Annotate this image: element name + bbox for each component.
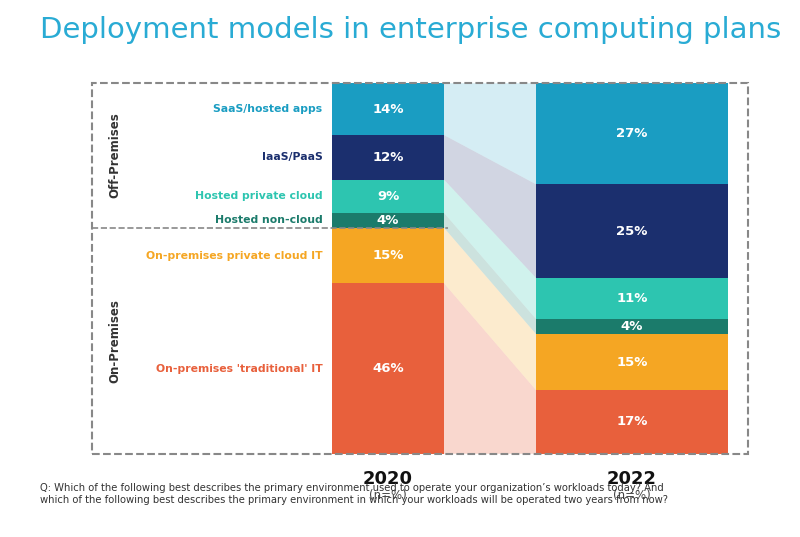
- Bar: [536, 83, 728, 184]
- Text: 2022: 2022: [607, 470, 657, 488]
- Bar: [332, 135, 444, 179]
- Text: 14%: 14%: [372, 103, 404, 115]
- Text: On-premises private cloud IT: On-premises private cloud IT: [146, 251, 322, 260]
- Bar: [536, 278, 728, 319]
- Polygon shape: [444, 179, 536, 319]
- Text: SaaS/hosted apps: SaaS/hosted apps: [214, 104, 322, 114]
- Text: 25%: 25%: [616, 224, 648, 237]
- Text: (n=%): (n=%): [613, 489, 651, 502]
- Text: 2020: 2020: [363, 470, 413, 488]
- Text: 4%: 4%: [621, 320, 643, 333]
- Text: Hosted private cloud: Hosted private cloud: [194, 191, 322, 201]
- Bar: [332, 179, 444, 213]
- Bar: [332, 228, 444, 284]
- Bar: [536, 319, 728, 334]
- Text: On-Premises: On-Premises: [108, 299, 121, 383]
- Text: 11%: 11%: [616, 292, 648, 305]
- Text: 12%: 12%: [372, 151, 404, 164]
- Bar: [536, 184, 728, 278]
- Text: (n=%): (n=%): [369, 489, 407, 502]
- Text: 15%: 15%: [616, 355, 648, 368]
- Bar: [536, 334, 728, 390]
- Bar: [536, 390, 728, 454]
- Bar: [92, 83, 748, 454]
- Bar: [332, 83, 444, 135]
- Polygon shape: [444, 228, 536, 390]
- Polygon shape: [444, 213, 536, 334]
- Text: On-premises 'traditional' IT: On-premises 'traditional' IT: [156, 364, 322, 374]
- Polygon shape: [444, 284, 536, 454]
- Text: 15%: 15%: [372, 249, 404, 262]
- Polygon shape: [444, 135, 536, 278]
- Text: 17%: 17%: [616, 416, 648, 429]
- Text: 4%: 4%: [377, 214, 399, 227]
- Text: IaaS/PaaS: IaaS/PaaS: [262, 153, 322, 162]
- Text: Off-Premises: Off-Premises: [108, 113, 121, 198]
- Bar: [332, 213, 444, 228]
- Text: 9%: 9%: [377, 190, 399, 203]
- Text: 46%: 46%: [372, 362, 404, 375]
- Text: 27%: 27%: [616, 127, 648, 140]
- Polygon shape: [444, 83, 536, 184]
- Text: Deployment models in enterprise computing plans: Deployment models in enterprise computin…: [40, 16, 782, 44]
- Bar: [332, 284, 444, 454]
- Text: Q: Which of the following best describes the primary environment used to operate: Q: Which of the following best describes…: [40, 483, 668, 505]
- Text: Hosted non-cloud: Hosted non-cloud: [214, 215, 322, 226]
